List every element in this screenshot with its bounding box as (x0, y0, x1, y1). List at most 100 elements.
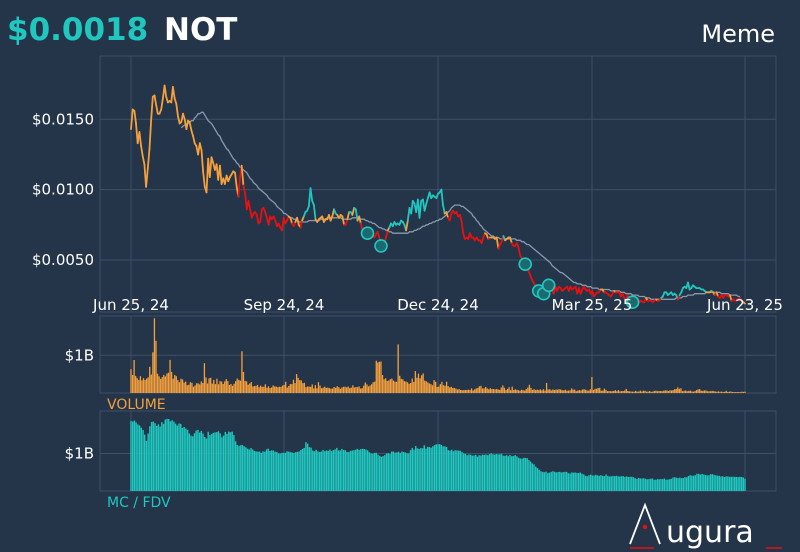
bar (715, 475, 717, 491)
bar (347, 386, 349, 393)
bar (563, 390, 565, 393)
bar (239, 380, 242, 393)
bar (539, 389, 541, 393)
bar (281, 385, 284, 393)
bar (219, 381, 221, 393)
bar (677, 478, 679, 491)
bar (192, 386, 195, 393)
bar (344, 386, 346, 393)
bar (241, 445, 244, 491)
bar (329, 449, 331, 491)
bar (403, 381, 406, 393)
event-marker[interactable] (541, 278, 556, 293)
bar (592, 389, 595, 393)
bar (181, 427, 184, 491)
bar (538, 469, 540, 491)
bar (543, 472, 546, 491)
bar (528, 460, 530, 491)
bar (243, 446, 245, 491)
price-segment (517, 246, 522, 257)
event-marker[interactable] (360, 226, 375, 240)
bar (606, 391, 609, 393)
bar (600, 390, 602, 393)
bar (708, 475, 710, 491)
bar (588, 475, 590, 491)
bar (705, 390, 707, 393)
bar (230, 384, 232, 393)
event-marker[interactable] (518, 257, 533, 272)
bar (224, 381, 226, 393)
bar (350, 387, 352, 393)
bar (519, 458, 522, 491)
bar (470, 388, 473, 393)
bar (727, 392, 729, 393)
bar (444, 446, 446, 491)
bar (620, 391, 623, 393)
bar (162, 423, 165, 491)
bar (420, 448, 422, 491)
price-segment (190, 129, 195, 138)
bar (262, 451, 264, 491)
bar (663, 390, 665, 393)
bar (256, 384, 259, 393)
bar (202, 382, 204, 393)
bar (390, 451, 393, 491)
bar (742, 391, 745, 393)
bar (317, 451, 319, 491)
bar (214, 432, 216, 491)
event-marker[interactable] (374, 239, 388, 253)
bar (330, 388, 332, 393)
price-segment (153, 94, 158, 107)
bar (564, 389, 566, 393)
price-segment (742, 301, 746, 305)
price-segment (354, 208, 359, 222)
bar (455, 388, 457, 393)
price-segment (410, 199, 414, 215)
bar (668, 479, 671, 491)
bar (257, 451, 259, 491)
bar (200, 430, 203, 491)
bar (416, 448, 419, 491)
bar (452, 451, 455, 491)
bar (208, 378, 210, 393)
event-marker[interactable] (625, 295, 640, 310)
bar (272, 385, 274, 393)
bar (149, 426, 151, 491)
bar (266, 387, 268, 393)
bar (177, 379, 179, 393)
bar (564, 471, 566, 491)
bar (406, 382, 409, 393)
bar (399, 375, 401, 393)
bar (533, 464, 535, 491)
bar (576, 472, 578, 491)
bar (486, 388, 488, 393)
bar (173, 421, 175, 491)
bar (131, 375, 134, 393)
bar (562, 472, 564, 491)
bar (299, 380, 301, 393)
price-segment (247, 199, 252, 211)
bar (241, 351, 243, 393)
bar (291, 384, 293, 393)
bar (269, 388, 271, 393)
bar (607, 475, 609, 491)
bar (722, 392, 724, 393)
bar (370, 384, 373, 393)
bar (336, 386, 338, 393)
bar (523, 457, 525, 491)
bar (272, 450, 275, 491)
bar (374, 381, 376, 393)
bar (684, 390, 687, 393)
bar (438, 386, 440, 393)
bar (505, 390, 507, 393)
bar (228, 431, 230, 491)
bar (727, 476, 729, 491)
bar (614, 390, 616, 393)
bar (617, 390, 620, 393)
price-segment (385, 229, 389, 239)
bar (156, 373, 159, 393)
bar (166, 418, 168, 491)
bar (497, 454, 499, 491)
bar (464, 390, 466, 393)
